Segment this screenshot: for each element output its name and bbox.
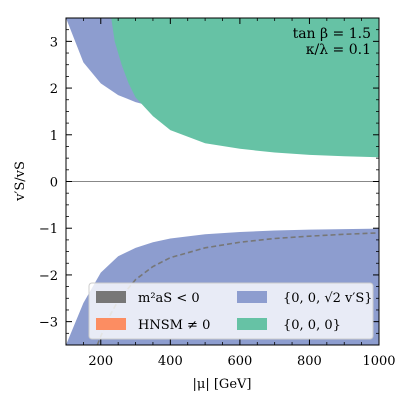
x-tick-label: 800 [297,354,322,369]
series-dashed-line [96,232,379,345]
y-axis-title: v′S/vS [13,161,28,202]
y-tick-label: 3 [50,35,58,50]
y-tick-label: 1 [50,129,58,144]
annotation-kappa-lambda: κ/λ = 0.1 [306,42,371,58]
x-tick-label: 600 [227,354,252,369]
y-tick-label: −1 [39,222,58,237]
x-tick-label: 1000 [362,354,395,369]
annotation-tanbeta: tan β = 1.5 [293,26,371,42]
legend: m²aS < 0 {0, 0, √2 v′S} HNSM ≠ 0 {0, 0, … [88,282,374,340]
y-tick-label: 0 [50,176,58,191]
legend-swatch-hnsm [96,318,126,330]
legend-label-mas: m²aS < 0 [138,291,200,306]
y-tick-label: −2 [39,269,58,284]
legend-swatch-mas [96,291,126,303]
x-axis-title: |μ| [GeV] [193,377,252,392]
series-band-green-1 [111,18,379,158]
legend-swatch-000 [237,318,267,330]
legend-label-hnsm: HNSM ≠ 0 [138,318,210,333]
legend-label-vs: {0, 0, √2 v′S} [283,291,373,306]
legend-label-000: {0, 0, 0} [283,318,341,333]
legend-swatch-vs [237,291,267,303]
legend-frame [88,282,374,340]
y-tick-label: −3 [39,316,58,331]
x-tick-label: 400 [158,354,183,369]
x-tick-label: 200 [88,354,113,369]
y-tick-label: 2 [50,82,58,97]
